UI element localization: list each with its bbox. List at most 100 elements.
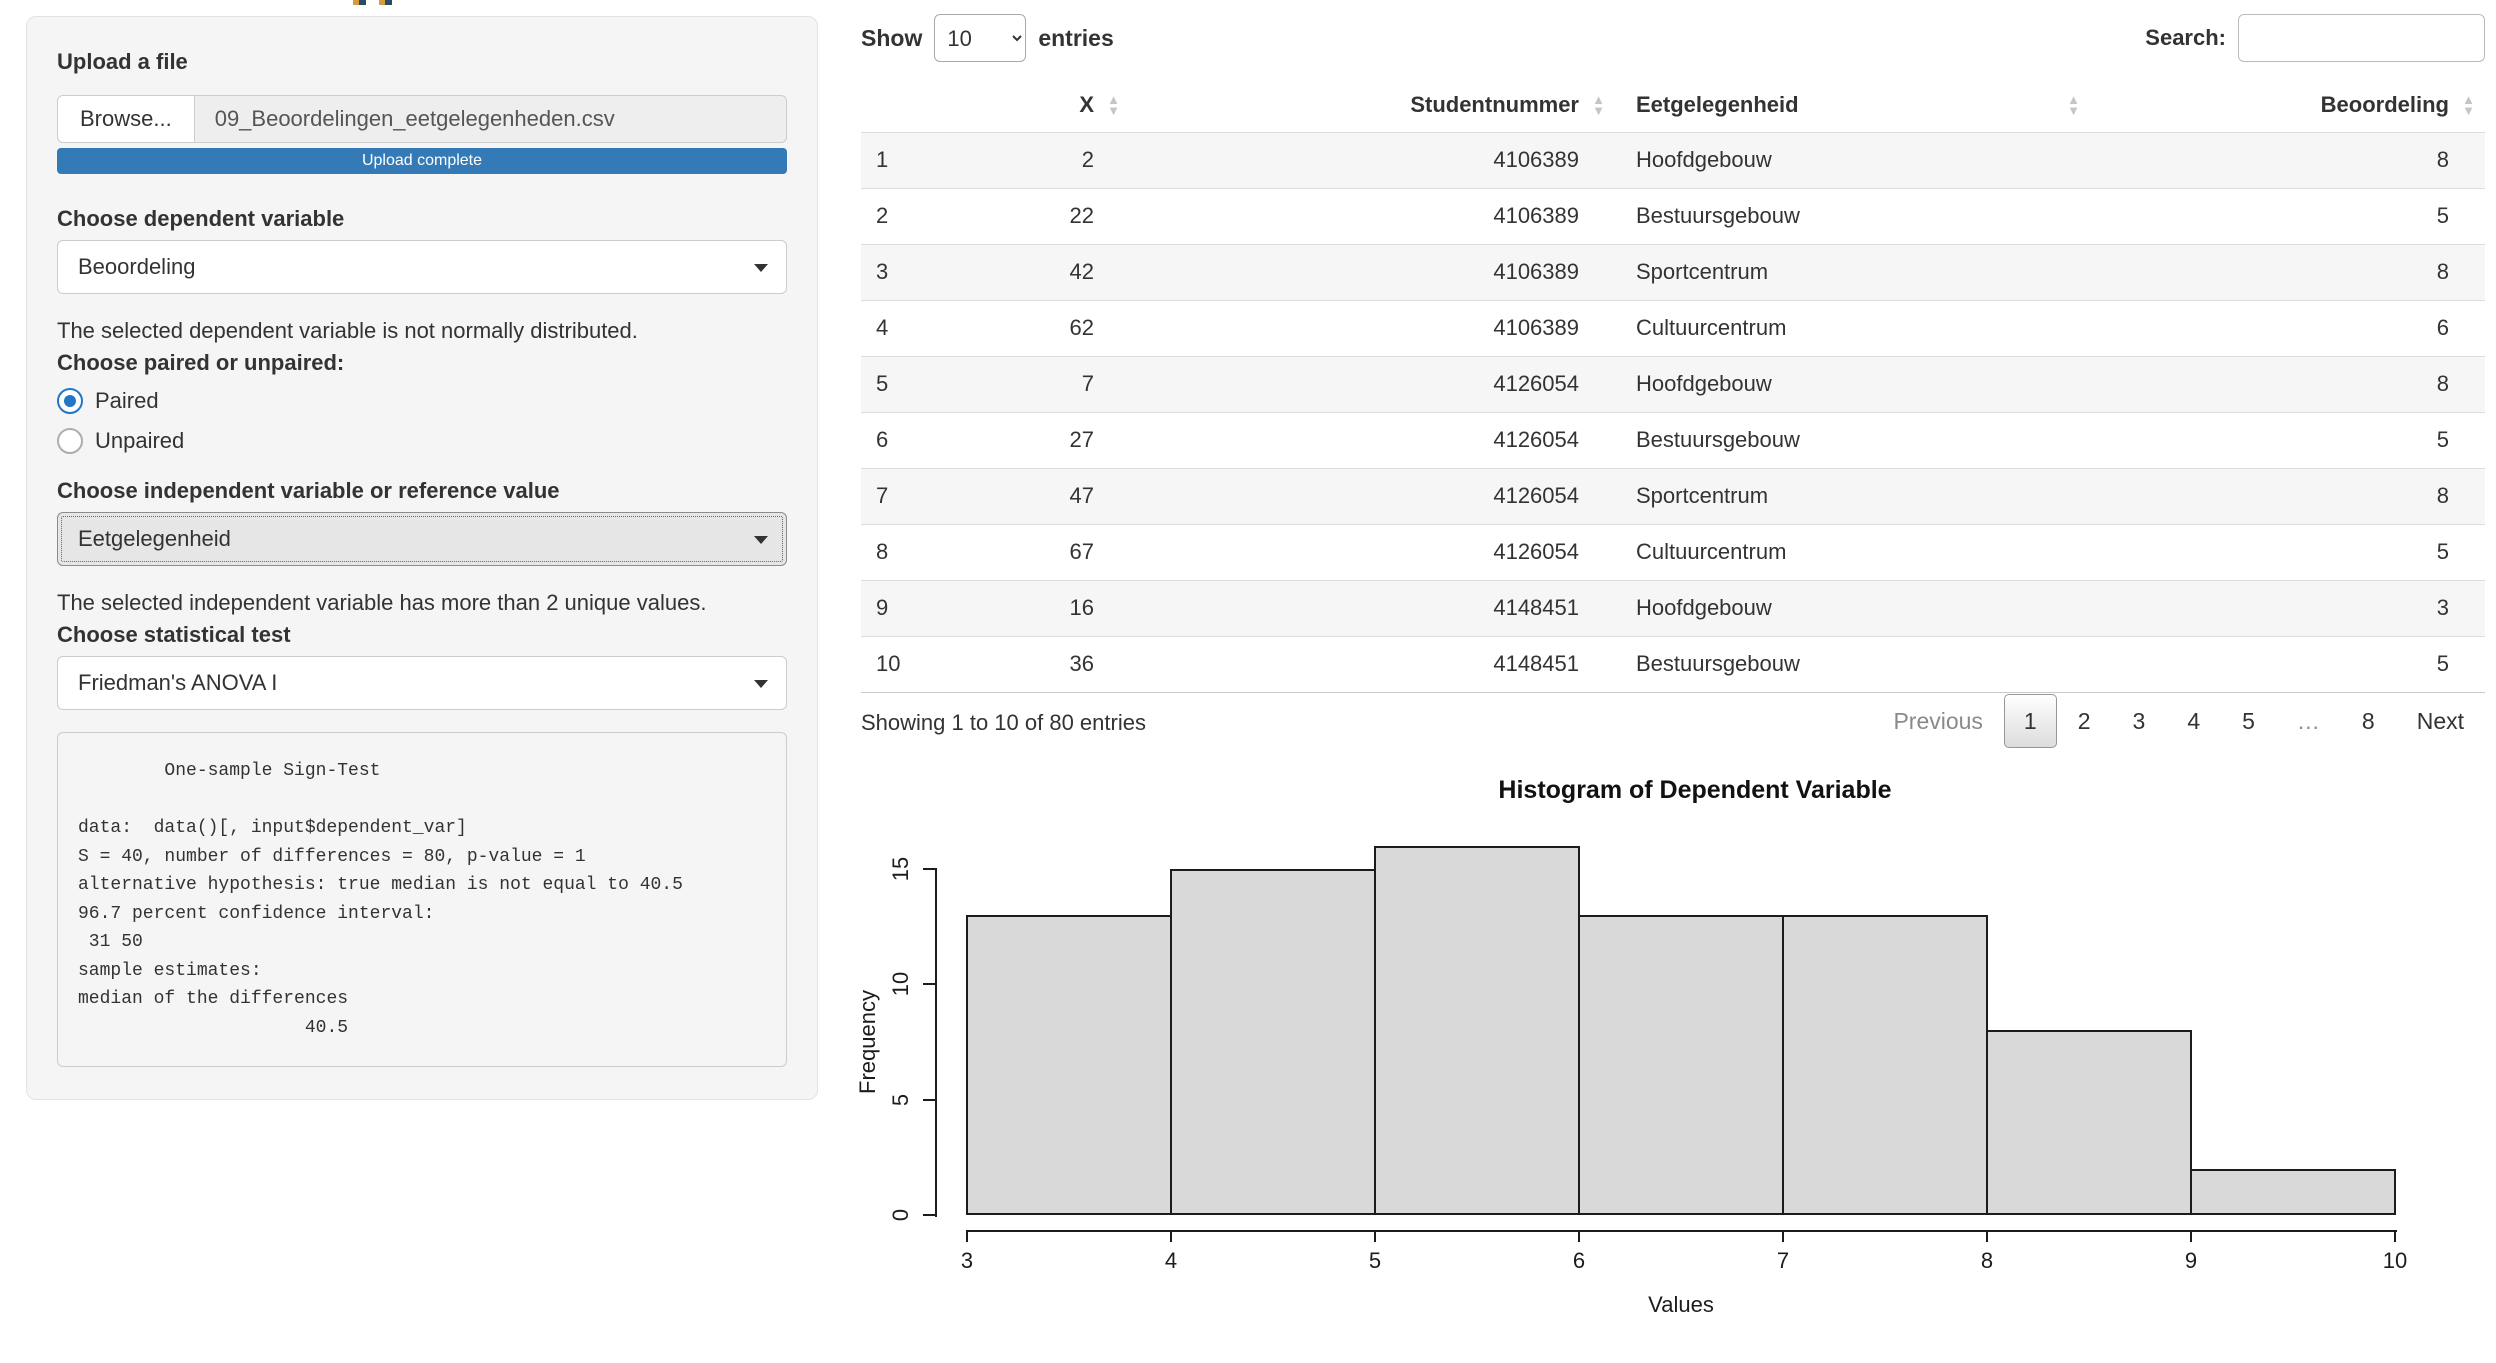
table-row: 3 42 4106389 Sportcentrum 8 (861, 243, 2485, 300)
column-header-beoordeling[interactable]: Beoordeling ▲ ▼ (2090, 78, 2485, 133)
cell: 4106389 (1130, 131, 1615, 188)
dependent-variable-value: Beoordeling (78, 254, 196, 279)
unique-values-note: The selected independent variable has mo… (57, 590, 707, 615)
y-axis-title: Frequency (855, 990, 880, 1094)
pagination-page-3[interactable]: 3 (2132, 708, 2146, 734)
cell: 4126054 (1130, 411, 1615, 468)
x-axis-tick (2394, 1230, 2396, 1242)
x-axis-tick (1170, 1230, 1172, 1242)
pagination-page-2[interactable]: 2 (2077, 708, 2091, 734)
cell: 3 (2090, 579, 2485, 636)
radio-paired-selected-icon[interactable] (57, 388, 83, 414)
test-output-text: One-sample Sign-Test data: data()[, inpu… (78, 761, 683, 1038)
y-axis-line (935, 868, 937, 1217)
cell: 4106389 (1130, 243, 1615, 300)
search-control: Search: (2145, 14, 2485, 62)
cell: 6 (861, 411, 956, 468)
table-row: 5 7 4126054 Hoofdgebouw 8 (861, 355, 2485, 412)
y-tick-label: 5 (888, 1093, 913, 1106)
table-row: 6 27 4126054 Bestuursgebouw 5 (861, 411, 2485, 468)
clipped-title-fragment (379, 0, 392, 5)
pagination-page-4[interactable]: 4 (2187, 708, 2201, 734)
table-row: 2 22 4106389 Bestuursgebouw 5 (861, 187, 2485, 244)
table-row: 4 62 4106389 Cultuurcentrum 6 (861, 299, 2485, 356)
pagination-page-5[interactable]: 5 (2242, 708, 2255, 734)
chevron-down-icon (754, 680, 768, 688)
pagination-ellipsis[interactable]: … (2296, 708, 2320, 734)
radio-paired-text: Paired (95, 388, 159, 413)
sidebar-panel: Upload a file Browse... 09_Beoordelingen… (26, 16, 818, 1100)
cell: Hoofdgebouw (1615, 355, 2090, 412)
y-tick-label: 0 (888, 1208, 913, 1222)
y-tick-label: 15 (888, 856, 913, 882)
page-length-select[interactable]: 10 (934, 14, 1027, 62)
chevron-down-icon (754, 536, 768, 544)
table-row: 9 16 4148451 Hoofdgebouw 3 (861, 579, 2485, 636)
radio-option-unpaired[interactable]: Unpaired (57, 428, 787, 454)
x-tick-label: 8 (1980, 1248, 1994, 1273)
cell: 8 (2090, 243, 2485, 300)
y-axis-tick (923, 983, 935, 986)
entries-label: entries (1038, 24, 1114, 51)
cell: 4148451 (1130, 635, 1615, 692)
cell: 3 (861, 243, 956, 300)
cell: 36 (956, 635, 1130, 692)
y-axis-tick (923, 1098, 935, 1101)
independent-variable-label: Choose independent variable or reference… (57, 478, 560, 503)
cell: 47 (956, 467, 1130, 524)
cell: 5 (2090, 523, 2485, 580)
independent-variable-value: Eetgelegenheid (78, 526, 231, 551)
search-label: Search: (2145, 25, 2226, 50)
y-axis-tick (923, 1214, 935, 1216)
radio-unpaired-icon[interactable] (57, 428, 83, 454)
x-axis-tick (966, 1230, 968, 1242)
statistical-test-label: Choose statistical test (57, 622, 291, 647)
radio-unpaired-text: Unpaired (95, 428, 185, 453)
pagination: Previous 1 2 3 4 5 … 8 Next (1872, 694, 2485, 748)
cell: 10 (861, 635, 956, 692)
pagination-page-1[interactable]: 1 (2003, 694, 2057, 748)
test-output-box: One-sample Sign-Test data: data()[, inpu… (57, 732, 787, 1067)
cell: Cultuurcentrum (1615, 299, 2090, 356)
x-axis-tick (1578, 1230, 1580, 1242)
cell: Sportcentrum (1615, 467, 2090, 524)
sort-icon: ▲ ▼ (1107, 91, 1120, 118)
dependent-variable-select[interactable]: Beoordeling (57, 240, 787, 294)
cell: 5 (2090, 411, 2485, 468)
browse-button[interactable]: Browse... (57, 95, 195, 143)
cell: 7 (861, 467, 956, 524)
radio-option-paired[interactable]: Paired (57, 388, 787, 414)
pagination-next[interactable]: Next (2416, 708, 2464, 734)
cell: 5 (2090, 635, 2485, 692)
column-header-x[interactable]: X ▲ ▼ (956, 78, 1130, 133)
cell: 62 (956, 299, 1130, 356)
x-axis-tick (1782, 1230, 1784, 1242)
statistical-test-select[interactable]: Friedman's ANOVA I (57, 656, 787, 710)
page-length-control: Show 10 entries (861, 14, 1114, 62)
dependent-variable-label: Choose dependent variable (57, 206, 345, 231)
column-header-studentnummer[interactable]: Studentnummer ▲ ▼ (1130, 78, 1615, 133)
pagination-previous[interactable]: Previous (1893, 708, 1983, 734)
cell: 4126054 (1130, 355, 1615, 412)
pagination-page-8[interactable]: 8 (2361, 708, 2375, 734)
cell: 4106389 (1130, 187, 1615, 244)
cell: 4126054 (1130, 523, 1615, 580)
table-row: 1 2 4106389 Hoofdgebouw 8 (861, 131, 2485, 188)
independent-variable-select[interactable]: Eetgelegenheid (57, 512, 787, 566)
cell: 8 (2090, 355, 2485, 412)
x-axis-title: Values (1648, 1292, 1714, 1317)
cell: Bestuursgebouw (1615, 635, 2090, 692)
table-info: Showing 1 to 10 of 80 entries (861, 710, 1146, 735)
x-axis-tick (1374, 1230, 1376, 1242)
cell: 4 (861, 299, 956, 356)
cell: 1 (861, 131, 956, 188)
table-body: 1 2 4106389 Hoofdgebouw 8 2 22 4106389 Bestuursg… (861, 131, 2485, 692)
column-header-eetgelegenheid[interactable]: Eetgelegenheid ▲ ▼ (1615, 78, 2090, 133)
y-tick-label: 10 (888, 972, 913, 997)
sort-icon: ▲ ▼ (2462, 91, 2475, 118)
x-axis-line (966, 1230, 2397, 1232)
search-input[interactable] (2238, 14, 2485, 62)
column-header-index (861, 78, 956, 133)
cell: Cultuurcentrum (1615, 523, 2090, 580)
